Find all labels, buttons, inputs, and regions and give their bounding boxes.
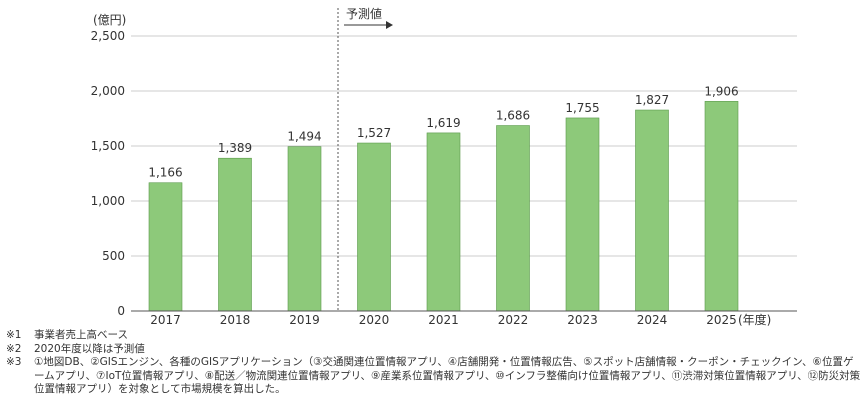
x-tick-label: 2023 <box>567 313 598 327</box>
x-axis-unit-label: (年度) <box>738 312 771 327</box>
x-tick-label: 2025 <box>706 313 737 327</box>
bar-value-label: 1,527 <box>357 126 391 140</box>
footnote-mark: ※3 <box>6 356 22 369</box>
footnote-2: ※2 2020年度以降は予測値 <box>6 343 862 357</box>
bar-2021 <box>426 132 461 312</box>
bar-value-label: 1,755 <box>565 101 599 115</box>
bar-value-label: 1,906 <box>704 84 738 98</box>
bar-2025 <box>704 101 739 312</box>
y-axis-unit-label: (億円) <box>93 13 126 27</box>
forecast-label: 予測値 <box>346 6 382 21</box>
x-tick-label: 2024 <box>637 313 668 327</box>
bar-2019 <box>287 146 322 312</box>
x-tick-label: 2018 <box>220 313 251 327</box>
bar-2023 <box>565 117 600 312</box>
bar-2018 <box>218 157 252 312</box>
bar-value-label: 1,389 <box>218 141 252 155</box>
bar-value-label: 1,166 <box>148 166 182 180</box>
x-tick-label: 2021 <box>428 313 459 327</box>
footnote-text: 2020年度以降は予測値 <box>34 342 145 355</box>
bar-chart: 0 500 1,000 1,500 2,000 2,500 2017 2018 2019 202… <box>91 6 797 327</box>
bar-2020 <box>357 142 391 312</box>
bar-value-label: 1,619 <box>426 116 460 130</box>
bar-value-label: 1,827 <box>635 93 669 107</box>
bar-2017 <box>148 182 183 312</box>
footnote-mark: ※2 <box>6 342 22 355</box>
footnote-text: 事業者売上高ベース <box>34 329 128 341</box>
footnotes: ※1 事業者売上高ベース ※2 2020年度以降は予測値 ※3 ①地図DB、②G… <box>6 329 862 397</box>
bar-2022 <box>496 125 530 312</box>
y-tick-label: 2,000 <box>91 84 125 98</box>
y-tick-label: 1,500 <box>91 139 125 153</box>
footnote-1: ※1 事業者売上高ベース <box>6 329 862 343</box>
footnote-3: ※3 ①地図DB、②GISエンジン、各種のGISアプリケーション（③交通関連位置… <box>6 356 862 397</box>
footnote-text: ①地図DB、②GISエンジン、各種のGISアプリケーション（③交通関連位置情報ア… <box>34 356 861 396</box>
x-axis-tick-labels: 2017 2018 2019 2020 2021 2022 2023 2024 2025 <box>150 313 737 327</box>
footnote-mark: ※1 <box>6 329 22 341</box>
x-tick-label: 2022 <box>498 313 529 327</box>
x-tick-label: 2019 <box>289 313 320 327</box>
y-tick-label: 500 <box>102 249 125 263</box>
x-tick-label: 2020 <box>359 313 390 327</box>
x-tick-label: 2017 <box>150 313 181 327</box>
y-tick-label: 1,000 <box>91 194 125 208</box>
bar-value-label: 1,686 <box>496 109 530 123</box>
bar-value-labels: 1,166 1,389 1,494 1,527 1,619 1,686 1,755 1,827… <box>148 84 738 179</box>
bars <box>148 101 739 312</box>
bar-value-label: 1,494 <box>287 130 321 144</box>
bar-2024 <box>635 109 669 312</box>
y-tick-label: 2,500 <box>91 29 125 43</box>
y-axis-tick-labels: 0 500 1,000 1,500 2,000 2,500 <box>91 29 125 318</box>
y-tick-label: 0 <box>117 304 125 318</box>
forecast-arrow-icon <box>344 21 393 29</box>
